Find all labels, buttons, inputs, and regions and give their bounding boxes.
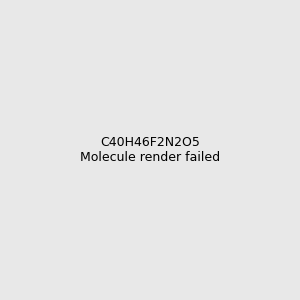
Text: C40H46F2N2O5
Molecule render failed: C40H46F2N2O5 Molecule render failed	[80, 136, 220, 164]
